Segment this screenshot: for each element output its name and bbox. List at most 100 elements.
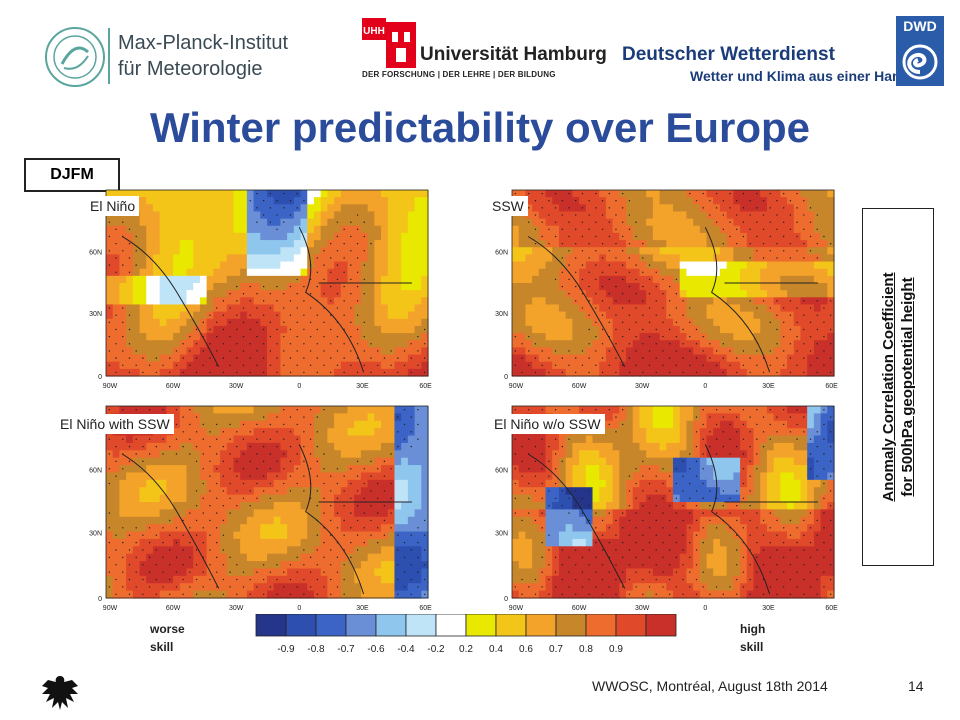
map-panel-2: 60N 30N 0 90W 60W 30W 0 30E 60E <box>482 188 842 392</box>
footer-text: WWOSC, Montréal, August 18th 2014 <box>592 678 828 694</box>
high-skill-line2: skill <box>740 640 764 654</box>
lon-tick-label: 30E <box>762 605 775 612</box>
lon-tick-label: 30E <box>356 383 369 390</box>
mpi-name-line2: für Meteorologie <box>118 58 263 80</box>
mpi-divider <box>108 28 110 84</box>
colorbar-tick-label: -0.9 <box>277 644 295 655</box>
lat-tick-label: 30N <box>495 311 508 318</box>
lon-tick-label: 60E <box>419 383 432 390</box>
colorbar-swatch <box>615 613 647 637</box>
colorbar-swatch <box>465 613 497 637</box>
lon-tick-label: 60W <box>572 383 587 390</box>
uhh-motto: DER FORSCHUNG | DER LEHRE | DER BILDUNG <box>362 70 556 79</box>
colorbar-tick-label: 0.4 <box>489 644 503 655</box>
season-label: DJFM <box>24 158 120 192</box>
federal-eagle-icon <box>42 676 78 710</box>
mpi-name-line1: Max-Planck-Institut <box>118 32 289 54</box>
worse-skill-line2: skill <box>150 640 174 654</box>
colorbar-swatch <box>525 613 557 637</box>
uhh-logo: UHH <box>362 18 418 68</box>
colorbar-tick-label: 0.9 <box>609 644 623 655</box>
lon-tick-label: 60W <box>166 383 181 390</box>
colorbar-swatch <box>345 613 377 637</box>
lat-tick-label: 60N <box>89 249 102 256</box>
lon-tick-label: 30E <box>356 605 369 612</box>
lat-tick-label: 30N <box>495 531 508 538</box>
colorbar: -0.9 -0.8 -0.7 -0.6 -0.4 -0.2 0.2 0.4 0.6 0.7 0.8 0… <box>244 613 694 658</box>
colorbar-tick-label: 0.2 <box>459 644 473 655</box>
mpi-emblem-icon <box>45 27 105 87</box>
lon-tick-label: 30W <box>229 383 244 390</box>
colorbar-tick-label: 0.6 <box>519 644 533 655</box>
uhh-name: Universität Hamburg <box>420 44 607 65</box>
lon-tick-label: 90W <box>509 605 524 612</box>
map-panel-4: 60N 30N 0 90W 60W 30W 0 30E 60E <box>482 404 842 614</box>
lat-tick-label: 0 <box>504 596 508 603</box>
lon-tick-label: 30W <box>635 605 650 612</box>
colorbar-tick-label: 0.7 <box>549 644 563 655</box>
dwd-spiral-icon <box>902 44 938 80</box>
lon-tick-label: 60E <box>825 605 838 612</box>
colorbar-swatch <box>585 613 617 637</box>
high-skill-label: high skill <box>740 620 765 656</box>
map-panel-3: 60N 30N 0 90W 60W 30W 0 30E 60E <box>76 404 436 614</box>
colorbar-swatch <box>645 613 677 637</box>
lon-tick-label: 0 <box>297 383 301 390</box>
colorbar-tick-label: 0.8 <box>579 644 593 655</box>
lat-tick-label: 0 <box>98 374 102 381</box>
lon-tick-label: 30W <box>635 383 650 390</box>
dwd-slogan: Wetter und Klima aus einer Hand <box>690 68 910 84</box>
lon-tick-label: 90W <box>103 383 118 390</box>
map-panel-1: 60N 30N 0 90W 60W 30W 0 30E 60E <box>76 188 436 392</box>
worse-skill-line1: worse <box>150 622 185 636</box>
lon-tick-label: 60E <box>419 605 432 612</box>
dwd-name: Deutscher Wetterdienst <box>622 44 835 65</box>
colorbar-tick-label: -0.6 <box>367 644 385 655</box>
lon-tick-label: 0 <box>703 383 707 390</box>
lat-tick-label: 30N <box>89 531 102 538</box>
mpi-name: Max-Planck-Institut für Meteorologie <box>118 30 288 82</box>
colorbar-swatch <box>495 613 527 637</box>
panel-label-without-ssw: El Niño w/o SSW <box>490 414 605 434</box>
lat-tick-label: 60N <box>495 249 508 256</box>
eagle-logo <box>38 672 82 714</box>
colorbar-swatch <box>255 613 287 637</box>
colorbar-tick-label: -0.4 <box>397 644 415 655</box>
colorbar-svg: -0.9 -0.8 -0.7 -0.6 -0.4 -0.2 0.2 0.4 0.6 0.7 0.8 0… <box>255 613 677 655</box>
dwd-logo <box>896 16 944 86</box>
lon-tick-label: 90W <box>103 605 118 612</box>
colorbar-swatch <box>435 613 467 637</box>
page-number: 14 <box>908 678 924 694</box>
lon-tick-label: 0 <box>297 605 301 612</box>
panel-label-ssw: SSW <box>488 196 528 216</box>
mpi-logo <box>44 26 106 88</box>
lon-tick-label: 60E <box>825 383 838 390</box>
lon-tick-label: 60W <box>572 605 587 612</box>
colorbar-swatch <box>555 613 587 637</box>
lat-tick-label: 30N <box>89 311 102 318</box>
worse-skill-label: worse skill <box>150 620 185 656</box>
colorbar-swatch <box>315 613 347 637</box>
colorbar-tick-label: -0.8 <box>307 644 325 655</box>
lon-tick-label: 60W <box>166 605 181 612</box>
lon-tick-label: 30E <box>762 383 775 390</box>
lon-tick-label: 0 <box>703 605 707 612</box>
side-label-line2: for 500hPa geopotential height <box>899 277 916 497</box>
colorbar-tick-label: -0.7 <box>337 644 355 655</box>
lat-tick-label: 0 <box>504 374 508 381</box>
lat-tick-label: 60N <box>495 467 508 474</box>
lat-tick-label: 0 <box>98 596 102 603</box>
colorbar-swatch <box>375 613 407 637</box>
colorbar-quantity-label: Anomaly Correlation Coefficient for 500h… <box>862 208 934 566</box>
dwd-badge: DWD <box>903 18 937 34</box>
page-title: Winter predictability over Europe <box>149 104 811 151</box>
side-label-line1: Anomaly Correlation Coefficient <box>880 272 897 502</box>
lon-tick-label: 30W <box>229 605 244 612</box>
panel-label-elnino: El Niño <box>86 196 140 216</box>
colorbar-swatch <box>405 613 437 637</box>
colorbar-tick-label: -0.2 <box>427 644 445 655</box>
